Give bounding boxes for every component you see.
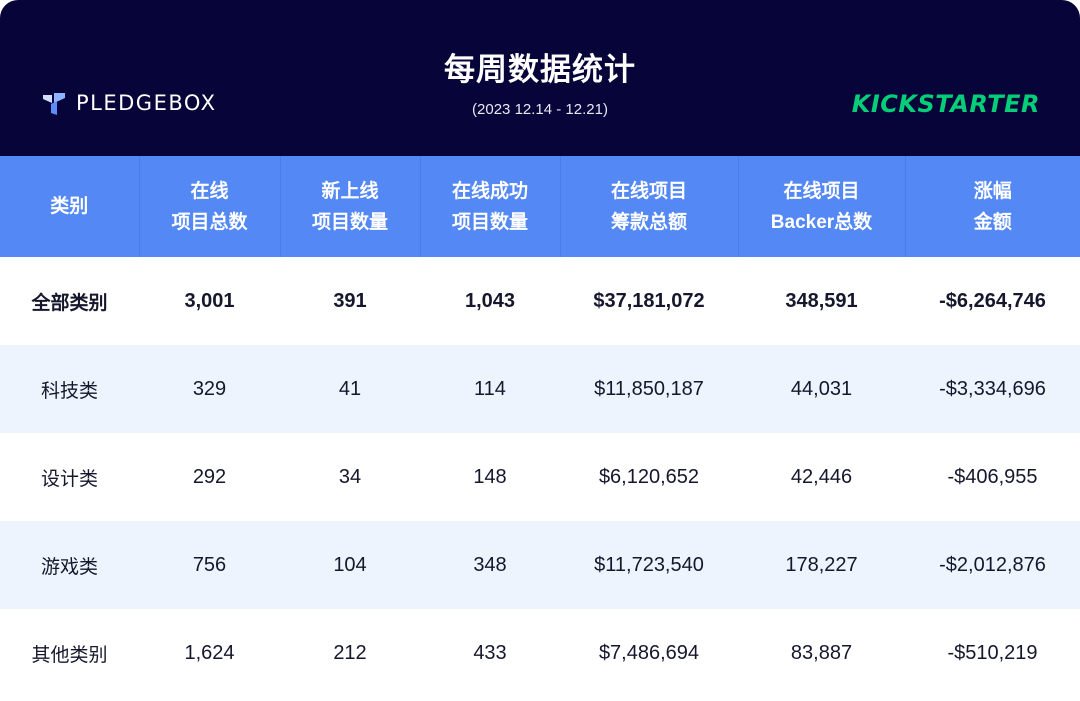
table-cell: 756 (139, 521, 280, 609)
table-cell: $11,850,187 (560, 345, 738, 433)
table-cell: 34 (338, 465, 362, 488)
table-cell: 433 (473, 641, 507, 664)
table-cell: 1,624 (184, 641, 235, 664)
table-header-row: 类别 在线 项目总数 新上线 项目数量 在线成功 项目数量 在线项目 筹款总额 在线项目… (0, 156, 1080, 257)
table-row-all-categories: 全部类别 3,001 391 1,043 $37,181,072 348,591… (0, 257, 1080, 345)
stats-table: 类别 在线 项目总数 新上线 项目数量 在线成功 项目数量 在线项目 筹款总额 在线项目… (0, 156, 1080, 697)
table-cell: 104 (280, 521, 420, 609)
table-cell: 42,446 (790, 465, 853, 488)
table-cell: 348,591 (785, 289, 858, 312)
table-cell: 游戏类 (0, 521, 139, 609)
table-cell: $7,486,694 (598, 641, 700, 664)
table-cell: 148 (473, 465, 507, 488)
table-row-design: 设计类 292 34 148 $6,120,652 42,446 -$406,9… (0, 433, 1080, 521)
table-cell: 41 (280, 345, 420, 433)
table-cell: 348 (420, 521, 560, 609)
table-cell: 44,031 (738, 345, 905, 433)
table-cell: 292 (192, 465, 227, 488)
table-cell: 其他类别 (31, 644, 108, 666)
table-cell: -$406,955 (947, 465, 1038, 488)
column-header-funds-raised: 在线项目 筹款总额 (560, 156, 739, 257)
title-block: 每周数据统计 (2023 12.14 - 12.21) (0, 44, 1080, 118)
table-cell: 391 (333, 289, 367, 312)
pledgebox-logo-icon (43, 93, 65, 115)
table-cell: 83,887 (790, 641, 853, 664)
table-cell: 329 (139, 345, 280, 433)
date-range: (2023 12.14 - 12.21) (472, 101, 608, 118)
table-cell: -$510,219 (947, 641, 1038, 664)
column-header-change-amount: 涨幅 金额 (905, 156, 1080, 257)
table-cell: 212 (333, 641, 367, 664)
table-cell: -$3,334,696 (905, 345, 1080, 433)
table-row-other: 其他类别 1,624 212 433 $7,486,694 83,887 -$5… (0, 609, 1080, 697)
table-row-tech: 科技类 329 41 114 $11,850,187 44,031 -$3,33… (0, 345, 1080, 433)
column-header-category: 类别 (0, 156, 140, 257)
table-row-games: 游戏类 756 104 348 $11,723,540 178,227 -$2,… (0, 521, 1080, 609)
table-cell: $11,723,540 (560, 521, 738, 609)
table-cell: 114 (420, 345, 560, 433)
column-header-new-launched: 新上线 项目数量 (280, 156, 421, 257)
table-cell: -$2,012,876 (905, 521, 1080, 609)
pledgebox-brand: PLEDGEBOX (40, 88, 216, 118)
header-banner: PLEDGEBOX 每周数据统计 (2023 12.14 - 12.21) KI… (0, 0, 1080, 156)
table-cell: $37,181,072 (593, 289, 705, 312)
column-header-backers: 在线项目 Backer总数 (738, 156, 906, 257)
table-cell: $6,120,652 (598, 465, 700, 488)
kickstarter-logo: KICKSTARTER (851, 90, 1040, 118)
table-cell: 178,227 (738, 521, 905, 609)
page-title: 每周数据统计 (444, 52, 636, 87)
column-header-online-total: 在线 项目总数 (139, 156, 281, 257)
table-cell: 科技类 (0, 345, 139, 433)
table-cell: 设计类 (40, 468, 98, 490)
table-cell: 3,001 (184, 289, 235, 312)
table-cell: 1,043 (464, 289, 516, 312)
column-header-online-success: 在线成功 项目数量 (420, 156, 561, 257)
table-cell: 全部类别 (31, 292, 108, 314)
table-cell: -$6,264,746 (939, 289, 1046, 312)
pledgebox-logo-text: PLEDGEBOX (76, 91, 217, 115)
